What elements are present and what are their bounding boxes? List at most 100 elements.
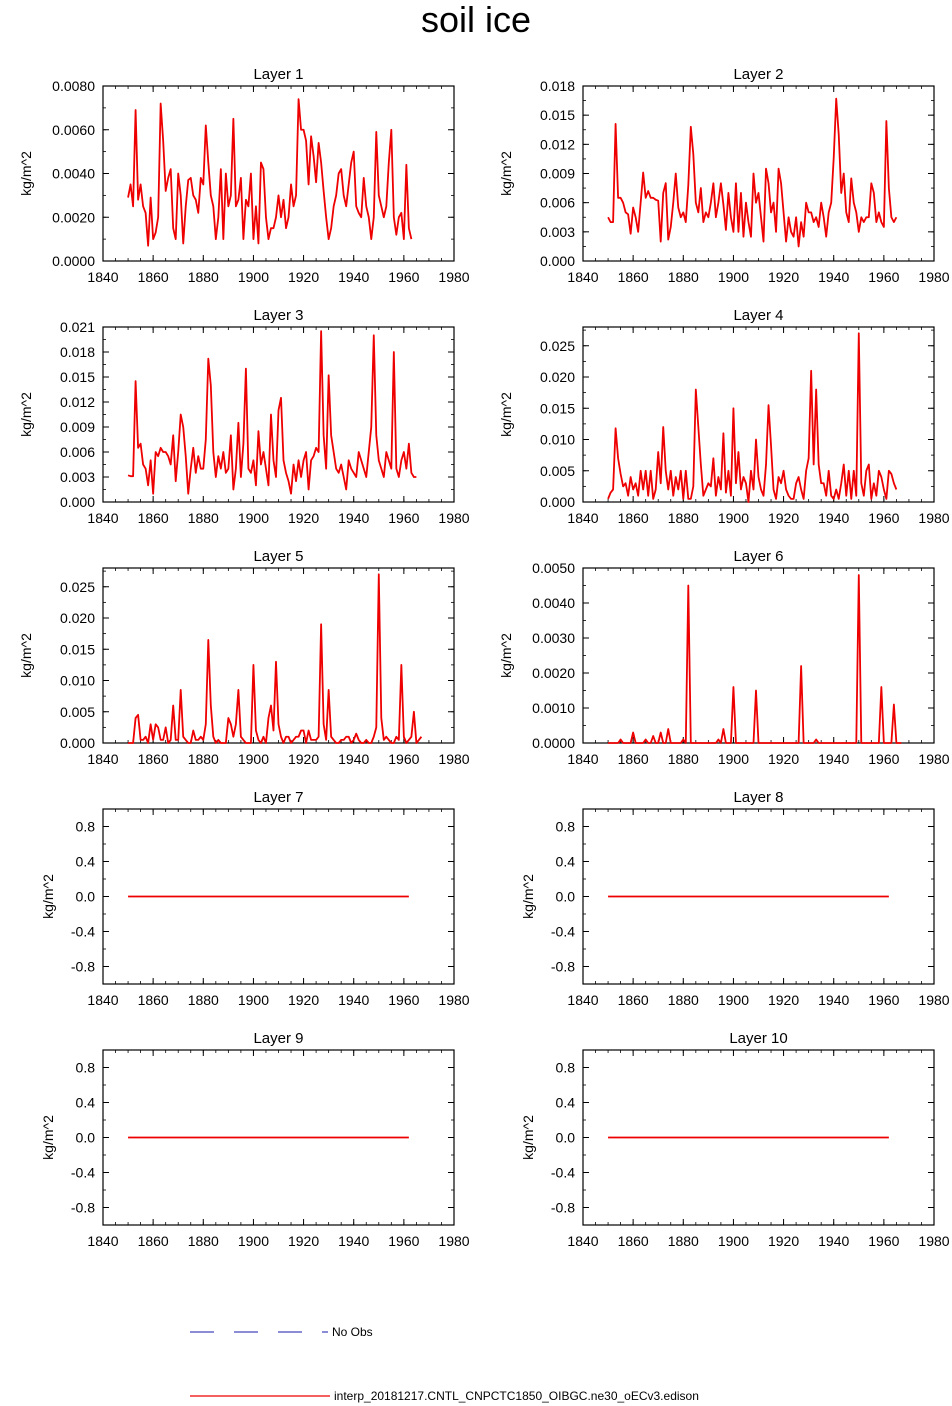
- y-tick-label: -0.4: [551, 1165, 575, 1181]
- x-tick-label: 1900: [238, 1233, 269, 1249]
- chart-panel-9: Layer 9 1840 1860 1880 1900 1920 1940 1960 1980 -…: [40, 1030, 470, 1249]
- y-tick-label: 0.000: [60, 494, 95, 510]
- y-axis-label: kg/m^2: [520, 1115, 536, 1160]
- x-tick-label: 1900: [238, 269, 269, 285]
- chart-panel-10: Layer 10 1840 1860 1880 1900 1920 1940 1960 1980…: [520, 1030, 950, 1249]
- x-tick-label: 1880: [188, 510, 219, 526]
- x-tick-label: 1920: [768, 510, 799, 526]
- x-tick-label: 1960: [388, 1233, 419, 1249]
- x-tick-label: 1980: [918, 992, 949, 1008]
- x-tick-label: 1960: [388, 510, 419, 526]
- chart-panel-7: Layer 7 1840 1860 1880 1900 1920 1940 1960 1980 -…: [40, 789, 470, 1008]
- chart-panel-5: Layer 5 1840 1860 1880 1900 1920 1940 1960 1980 0…: [18, 548, 470, 767]
- x-tick-label: 1940: [818, 751, 849, 767]
- x-tick-label: 1860: [618, 992, 649, 1008]
- chart-panel-2: Layer 2 1840 1860 1880 1900 1920 1940 1960 1980 0…: [498, 66, 950, 285]
- y-tick-label: -0.8: [71, 959, 95, 975]
- x-tick-label: 1880: [188, 1233, 219, 1249]
- x-tick-label: 1840: [567, 1233, 598, 1249]
- figure-title: soil ice: [420, 0, 532, 40]
- x-tick-label: 1920: [288, 751, 319, 767]
- x-tick-label: 1940: [818, 992, 849, 1008]
- x-tick-label: 1900: [238, 510, 269, 526]
- y-tick-label: 0.003: [60, 469, 95, 485]
- y-axis-label: kg/m^2: [18, 392, 34, 437]
- y-axis-label: kg/m^2: [40, 874, 56, 919]
- x-tick-label: 1840: [87, 1233, 118, 1249]
- x-tick-label: 1860: [138, 510, 169, 526]
- y-tick-label: 0.8: [556, 1060, 576, 1076]
- y-tick-label: 0.025: [540, 338, 575, 354]
- series-line: [127, 330, 417, 495]
- series-line: [607, 97, 898, 248]
- chart-panel-4: Layer 4 1840 1860 1880 1900 1920 1940 1960 1980 0…: [498, 307, 950, 526]
- x-tick-label: 1920: [768, 269, 799, 285]
- y-tick-label: 0.015: [540, 107, 575, 123]
- x-tick-label: 1860: [618, 751, 649, 767]
- x-tick-label: 1940: [338, 1233, 369, 1249]
- y-tick-label: 0.4: [556, 1095, 576, 1111]
- y-axis-label: kg/m^2: [40, 1115, 56, 1160]
- y-tick-label: 0.4: [556, 854, 576, 870]
- x-tick-label: 1940: [338, 269, 369, 285]
- x-tick-label: 1980: [918, 510, 949, 526]
- y-tick-label: 0.018: [540, 78, 575, 94]
- y-tick-label: 0.006: [540, 195, 575, 211]
- y-tick-label: 0.015: [60, 641, 95, 657]
- x-tick-label: 1880: [668, 1233, 699, 1249]
- x-tick-label: 1860: [138, 1233, 169, 1249]
- y-tick-label: 0.012: [540, 136, 575, 152]
- y-axis-label: kg/m^2: [498, 151, 514, 196]
- legend-model-label: interp_20181217.CNTL_CNPCTC1850_OIBGC.ne…: [334, 1389, 699, 1403]
- panel-title: Layer 8: [733, 789, 783, 806]
- x-tick-label: 1920: [288, 1233, 319, 1249]
- x-tick-label: 1840: [567, 269, 598, 285]
- x-tick-label: 1860: [138, 269, 169, 285]
- y-tick-label: 0.006: [60, 444, 95, 460]
- x-tick-label: 1840: [87, 992, 118, 1008]
- series-line: [607, 332, 898, 503]
- y-tick-label: 0.8: [556, 819, 576, 835]
- y-tick-label: 0.0010: [532, 700, 575, 716]
- x-tick-label: 1960: [388, 992, 419, 1008]
- legend-obs-label: No Obs: [332, 1325, 373, 1339]
- y-tick-label: 0.0: [556, 1130, 576, 1146]
- y-tick-label: 0.009: [540, 166, 575, 182]
- x-tick-label: 1840: [567, 751, 598, 767]
- x-tick-label: 1920: [768, 992, 799, 1008]
- x-tick-label: 1880: [188, 751, 219, 767]
- y-tick-label: 0.020: [60, 610, 95, 626]
- x-tick-label: 1960: [868, 751, 899, 767]
- y-tick-label: 0.0030: [532, 630, 575, 646]
- x-tick-label: 1900: [238, 992, 269, 1008]
- y-tick-label: -0.4: [551, 924, 575, 940]
- x-tick-label: 1940: [338, 510, 369, 526]
- y-tick-label: 0.021: [60, 319, 95, 335]
- x-tick-label: 1940: [818, 1233, 849, 1249]
- plot-frame: [582, 85, 935, 262]
- y-tick-label: 0.0060: [52, 122, 95, 138]
- panel-title: Layer 1: [253, 66, 303, 83]
- x-tick-label: 1840: [87, 269, 118, 285]
- x-tick-label: 1980: [438, 1233, 469, 1249]
- x-tick-label: 1840: [87, 751, 118, 767]
- x-tick-label: 1900: [718, 510, 749, 526]
- panel-title: Layer 2: [733, 66, 783, 83]
- x-tick-label: 1920: [288, 269, 319, 285]
- y-tick-label: 0.009: [60, 419, 95, 435]
- y-tick-label: 0.0000: [52, 253, 95, 269]
- x-tick-label: 1960: [388, 751, 419, 767]
- chart-panel-3: Layer 3 1840 1860 1880 1900 1920 1940 1960 1980 0…: [18, 307, 470, 526]
- x-tick-label: 1900: [718, 751, 749, 767]
- y-tick-label: 0.4: [76, 854, 96, 870]
- y-tick-label: 0.8: [76, 1060, 96, 1076]
- x-tick-label: 1980: [918, 751, 949, 767]
- y-tick-label: 0.8: [76, 819, 96, 835]
- y-tick-label: 0.010: [60, 673, 95, 689]
- y-axis-label: kg/m^2: [520, 874, 536, 919]
- y-tick-label: 0.0: [76, 889, 96, 905]
- x-tick-label: 1960: [868, 510, 899, 526]
- y-tick-label: 0.0040: [532, 595, 575, 611]
- x-tick-label: 1840: [567, 992, 598, 1008]
